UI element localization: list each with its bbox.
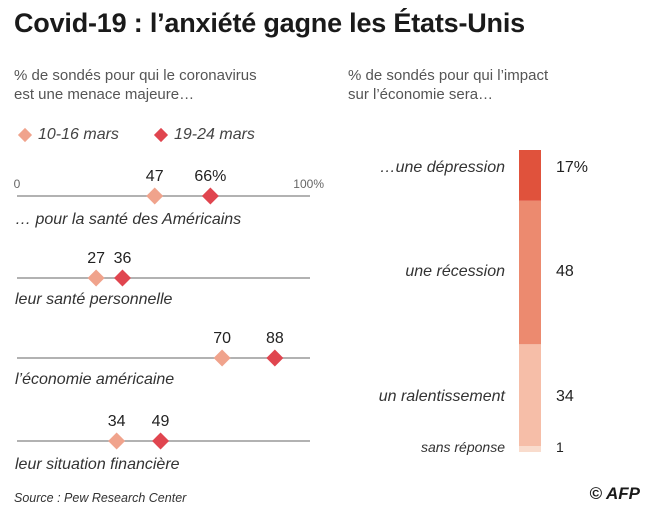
- row-caption: leur santé personnelle: [15, 291, 173, 308]
- scale-max-label: 100%: [293, 177, 324, 191]
- dot-value-label: 49: [152, 413, 170, 430]
- dot-value-label: 66%: [194, 168, 226, 185]
- bar-segment-value: 34: [556, 388, 574, 405]
- bar-segment-label: sans réponse: [421, 439, 505, 455]
- left-intro: % de sondés pour qui le coronavirus est …: [14, 67, 257, 103]
- bar-segment-value: 48: [556, 263, 574, 280]
- afp-logo: © AFP: [589, 484, 640, 504]
- row-caption: l’économie américaine: [15, 371, 174, 388]
- dot-marker-dark: [113, 269, 131, 287]
- dot-value-label: 47: [146, 168, 164, 185]
- dot-value-label: 34: [108, 413, 126, 430]
- dot-value-label: 88: [266, 330, 284, 347]
- bar-segment-label: un ralentissement: [379, 388, 506, 405]
- bar-segment-value: 17%: [556, 159, 588, 176]
- dot-marker-dark: [266, 349, 284, 367]
- bar-segment: [519, 200, 541, 345]
- dot-marker-dark: [201, 187, 219, 205]
- bar-segment-label: …une dépression: [380, 159, 506, 176]
- bar-segment: [519, 344, 541, 447]
- bar-segment: [519, 446, 541, 453]
- dot-marker-light: [213, 349, 231, 367]
- bar-segment-value: 1: [556, 439, 564, 455]
- afp-logo-text: © AFP: [589, 484, 640, 503]
- dot-value-label: 36: [114, 250, 132, 267]
- bar-segment: [519, 150, 541, 201]
- dot-marker-light: [87, 269, 105, 287]
- row-caption: leur situation financière: [15, 456, 180, 473]
- dot-value-label: 70: [213, 330, 231, 347]
- dot-marker-light: [108, 432, 126, 450]
- dot-marker-dark: [152, 432, 170, 450]
- row-caption: … pour la santé des Américains: [15, 211, 241, 228]
- dot-marker-light: [146, 187, 164, 205]
- legend-item-19-24-mars: 19-24 mars: [153, 126, 255, 144]
- source-note: Source : Pew Research Center: [14, 491, 187, 505]
- right-intro: % de sondés pour qui l’impact sur l’écon…: [348, 67, 549, 103]
- bar-segment-label: une récession: [405, 263, 505, 280]
- scale-min-label: 0: [14, 177, 21, 191]
- chart-title: Covid-19 : l’anxiété gagne les États-Uni…: [14, 8, 525, 38]
- dot-value-label: 27: [87, 250, 105, 267]
- legend-item-10-16-mars: 10-16 mars: [17, 126, 119, 144]
